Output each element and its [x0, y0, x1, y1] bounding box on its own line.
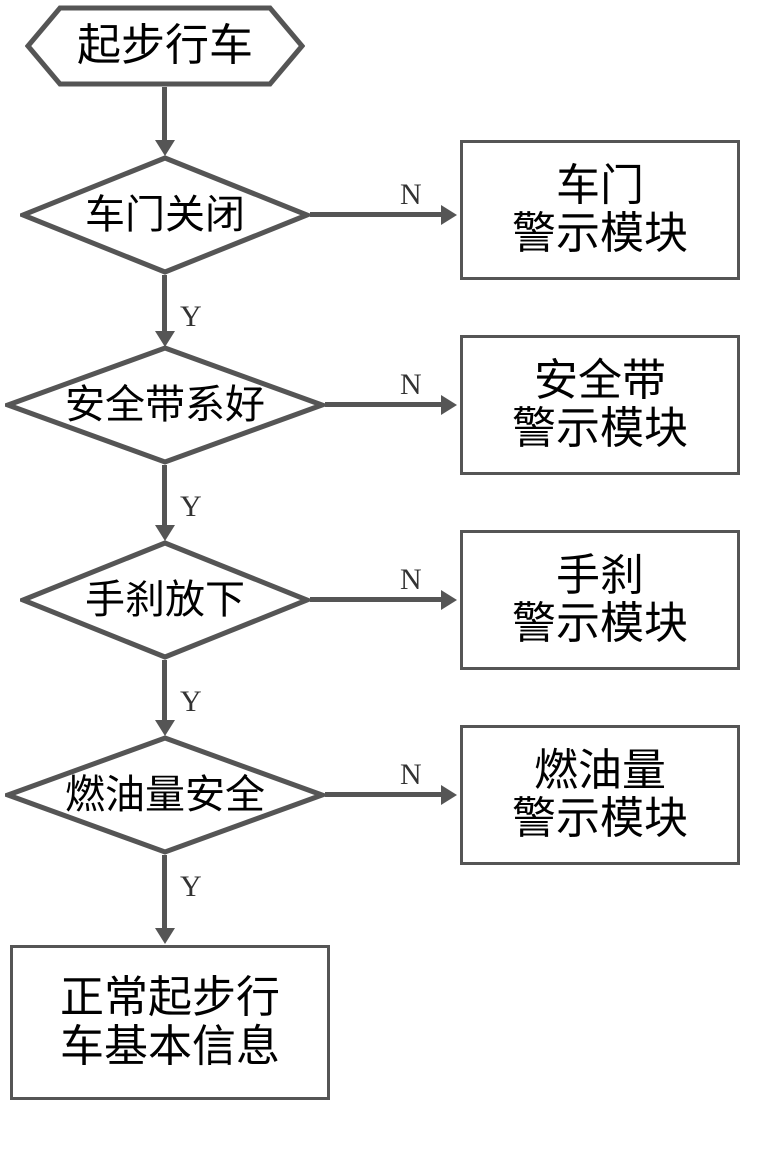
brake-check-node: 手刹放下	[20, 540, 310, 660]
fuel-check-node: 燃油量安全	[5, 735, 325, 855]
edge-label-n2: N	[400, 368, 422, 402]
arrowhead-right-icon	[441, 785, 457, 805]
arrowhead-down-icon	[155, 525, 175, 541]
brake-warn-line1: 手刹	[556, 552, 644, 600]
door-warn-line2: 警示模块	[512, 210, 688, 258]
arrowhead-right-icon	[441, 395, 457, 415]
edge-fuel-warn	[325, 792, 443, 797]
edge-brake-fuel	[162, 660, 167, 722]
edge-door-warn	[310, 212, 443, 217]
fuel-warn-node: 燃油量 警示模块	[460, 725, 740, 865]
edge-belt-warn	[325, 402, 443, 407]
edge-label-y2: Y	[180, 490, 202, 524]
arrowhead-down-icon	[155, 331, 175, 347]
brake-check-label: 手刹放下	[85, 578, 245, 622]
fuel-check-label: 燃油量安全	[65, 773, 265, 817]
brake-warn-node: 手刹 警示模块	[460, 530, 740, 670]
edge-label-y3: Y	[180, 685, 202, 719]
arrowhead-right-icon	[441, 590, 457, 610]
arrowhead-down-icon	[155, 720, 175, 736]
arrowhead-down-icon	[155, 928, 175, 944]
start-node: 起步行车	[25, 5, 305, 87]
edge-brake-warn	[310, 597, 443, 602]
fuel-warn-line1: 燃油量	[534, 747, 666, 795]
end-line1: 正常起步行	[60, 974, 280, 1022]
door-check-node: 车门关闭	[20, 155, 310, 275]
arrowhead-right-icon	[441, 205, 457, 225]
edge-label-n1: N	[400, 178, 422, 212]
door-warn-node: 车门 警示模块	[460, 140, 740, 280]
belt-check-label: 安全带系好	[65, 383, 265, 427]
edge-door-belt	[162, 275, 167, 333]
edge-start-door	[162, 87, 167, 142]
end-node: 正常起步行 车基本信息	[10, 945, 330, 1100]
brake-warn-line2: 警示模块	[512, 600, 688, 648]
start-label: 起步行车	[77, 22, 253, 70]
belt-warn-line1: 安全带	[534, 357, 666, 405]
edge-label-y4: Y	[180, 870, 202, 904]
belt-warn-line2: 警示模块	[512, 405, 688, 453]
edge-fuel-end	[162, 855, 167, 930]
end-line2: 车基本信息	[60, 1023, 280, 1071]
edge-label-y1: Y	[180, 300, 202, 334]
belt-check-node: 安全带系好	[5, 345, 325, 465]
fuel-warn-line2: 警示模块	[512, 795, 688, 843]
arrowhead-down-icon	[155, 140, 175, 156]
flowchart-container: 起步行车 车门关闭 车门 警示模块 安全带系好 安全带 警示模块 手刹放下 手刹…	[0, 0, 768, 1166]
door-warn-line1: 车门	[556, 162, 644, 210]
door-check-label: 车门关闭	[85, 193, 245, 237]
edge-label-n3: N	[400, 563, 422, 597]
edge-belt-brake	[162, 465, 167, 527]
belt-warn-node: 安全带 警示模块	[460, 335, 740, 475]
edge-label-n4: N	[400, 758, 422, 792]
